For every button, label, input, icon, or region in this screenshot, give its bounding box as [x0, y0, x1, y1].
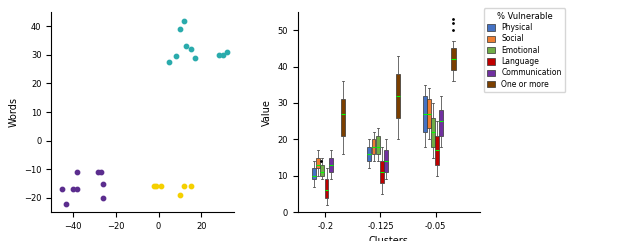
PathPatch shape	[316, 158, 320, 168]
Legend: Physical, Social, Emotional, Language, Communication, One or more: Physical, Social, Emotional, Language, C…	[484, 8, 565, 93]
Point	[61, 201, 71, 205]
Point	[164, 60, 174, 64]
PathPatch shape	[380, 161, 384, 183]
PathPatch shape	[431, 118, 435, 147]
Y-axis label: Words: Words	[8, 97, 19, 127]
Point	[149, 184, 159, 188]
PathPatch shape	[384, 150, 388, 172]
PathPatch shape	[427, 99, 431, 128]
Point	[222, 50, 232, 54]
Point	[156, 184, 166, 188]
PathPatch shape	[435, 136, 439, 165]
PathPatch shape	[451, 48, 456, 70]
Point	[72, 187, 82, 191]
PathPatch shape	[396, 74, 400, 118]
Point	[98, 196, 108, 200]
Point	[190, 56, 200, 60]
PathPatch shape	[372, 139, 376, 154]
Point	[218, 53, 228, 57]
Point	[179, 184, 189, 188]
Point	[175, 193, 185, 197]
Y-axis label: Value: Value	[262, 99, 271, 126]
Point	[57, 187, 67, 191]
Point	[68, 187, 78, 191]
Point	[186, 47, 196, 51]
Point	[181, 44, 191, 48]
Point	[175, 27, 185, 31]
PathPatch shape	[312, 168, 316, 179]
Point	[93, 170, 104, 174]
Point	[214, 53, 224, 57]
Point	[171, 54, 181, 58]
PathPatch shape	[329, 158, 333, 172]
X-axis label: Clusters: Clusters	[369, 236, 409, 241]
Point	[151, 184, 161, 188]
Point	[72, 170, 82, 174]
PathPatch shape	[423, 96, 427, 132]
PathPatch shape	[321, 165, 324, 176]
PathPatch shape	[324, 179, 328, 198]
PathPatch shape	[340, 99, 345, 136]
PathPatch shape	[376, 136, 380, 154]
Point	[95, 170, 106, 174]
PathPatch shape	[367, 147, 371, 161]
Point	[186, 184, 196, 188]
Point	[179, 19, 189, 23]
PathPatch shape	[439, 110, 444, 136]
Point	[98, 181, 108, 185]
